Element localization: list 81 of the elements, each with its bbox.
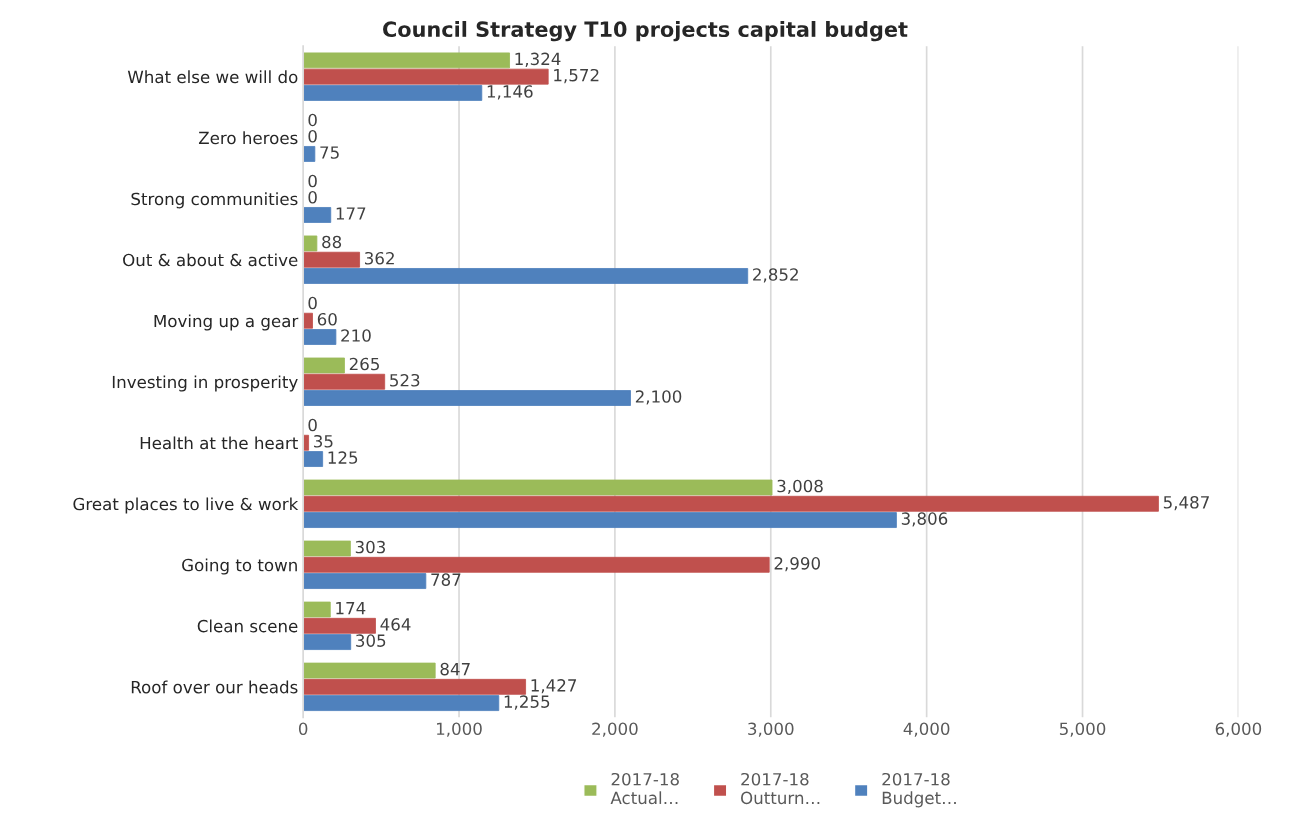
bar bbox=[303, 146, 316, 162]
bar bbox=[303, 251, 360, 268]
data-label: 1,427 bbox=[531, 679, 577, 694]
bar bbox=[303, 329, 337, 345]
legend-label: 2017-18 Budget… bbox=[882, 772, 956, 808]
data-label: 0 bbox=[308, 190, 317, 204]
data-label: 5,487 bbox=[1163, 496, 1209, 511]
x-tick-label: 3,000 bbox=[748, 722, 794, 737]
bar bbox=[303, 573, 427, 589]
data-label: 174 bbox=[336, 601, 366, 615]
legend-label: 2017-18 Actual… bbox=[610, 772, 679, 805]
bar bbox=[303, 52, 510, 69]
data-label: 265 bbox=[349, 357, 379, 371]
data-label: 60 bbox=[317, 312, 337, 326]
legend-label: 2017-18 Outturn… bbox=[741, 772, 820, 805]
data-label: 35 bbox=[314, 434, 333, 448]
bar bbox=[303, 512, 897, 528]
bar bbox=[303, 540, 351, 557]
data-label: 303 bbox=[355, 540, 386, 554]
y-tick-label: Investing in prosperity bbox=[112, 375, 298, 392]
y-tick-label: Going to town bbox=[182, 558, 297, 575]
chart-title: Council Strategy T10 projects capital budget bbox=[383, 20, 908, 42]
data-label: 2,990 bbox=[774, 557, 820, 572]
bar bbox=[303, 695, 500, 712]
y-tick-label: Roof over our heads bbox=[131, 680, 298, 694]
y-tick-label: Strong communities bbox=[131, 192, 298, 209]
data-label: 0 bbox=[308, 296, 317, 310]
bar bbox=[303, 357, 345, 374]
data-label: 88 bbox=[322, 235, 342, 249]
data-label: 3,806 bbox=[901, 512, 948, 527]
bar bbox=[303, 678, 526, 695]
x-tick-label: 4,000 bbox=[903, 722, 950, 737]
x-tick-label: 6,000 bbox=[1215, 722, 1262, 737]
data-label: 0 bbox=[308, 129, 317, 143]
bar bbox=[303, 68, 549, 85]
data-label: 177 bbox=[336, 207, 366, 220]
data-label: 2,852 bbox=[753, 268, 798, 283]
data-label: 1,324 bbox=[515, 52, 561, 67]
x-tick-label: 2,000 bbox=[592, 722, 638, 737]
data-label: 1,146 bbox=[487, 85, 533, 100]
y-tick-label: Health at the heart bbox=[140, 436, 298, 450]
data-label: 0 bbox=[308, 418, 317, 432]
data-label: 362 bbox=[365, 251, 394, 265]
bar bbox=[303, 390, 631, 406]
bar bbox=[303, 312, 313, 329]
bar bbox=[303, 662, 436, 679]
bar bbox=[303, 479, 773, 496]
y-tick-label: Great places to live & work bbox=[73, 497, 299, 514]
data-label: 125 bbox=[328, 451, 358, 464]
data-label: 0 bbox=[308, 113, 317, 127]
data-label: 3,008 bbox=[777, 479, 823, 495]
bar bbox=[303, 601, 331, 618]
x-tick-label: 5,000 bbox=[1059, 722, 1106, 737]
data-label: 464 bbox=[380, 618, 411, 631]
y-tick-label: Moving up a gear bbox=[154, 314, 299, 331]
data-label: 305 bbox=[356, 634, 386, 647]
bar bbox=[303, 634, 352, 650]
bar bbox=[303, 495, 1159, 512]
data-label: 2,100 bbox=[635, 390, 682, 405]
bar bbox=[303, 85, 483, 101]
data-label: 1,255 bbox=[504, 695, 550, 710]
data-label: 523 bbox=[390, 373, 420, 387]
data-label: 847 bbox=[440, 662, 470, 676]
x-tick-label: 1,000 bbox=[437, 722, 482, 737]
x-tick-label: 0 bbox=[298, 722, 308, 736]
y-tick-label: Out & about & active bbox=[123, 253, 298, 267]
bar bbox=[303, 556, 770, 573]
y-tick-label: Zero heroes bbox=[198, 131, 298, 145]
y-tick-label: What else we will do bbox=[127, 70, 298, 84]
bar bbox=[303, 451, 324, 467]
data-label: 75 bbox=[320, 146, 339, 159]
data-label: 1,572 bbox=[554, 68, 599, 84]
data-label: 0 bbox=[308, 174, 317, 188]
bar bbox=[303, 617, 376, 634]
bar bbox=[303, 235, 318, 252]
data-label: 210 bbox=[341, 329, 371, 342]
y-tick-label: Clean scene bbox=[197, 619, 298, 633]
bar bbox=[303, 268, 749, 284]
data-label: 787 bbox=[431, 573, 461, 586]
bar bbox=[303, 373, 386, 390]
bar bbox=[303, 207, 332, 223]
